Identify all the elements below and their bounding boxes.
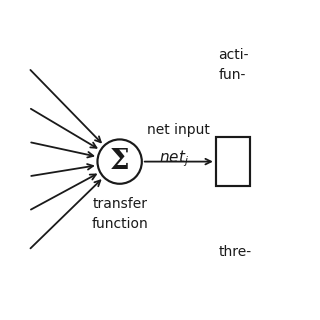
Text: net input: net input	[147, 123, 210, 137]
Text: Σ: Σ	[110, 148, 130, 175]
Text: thre-: thre-	[218, 245, 251, 260]
Text: transfer
function: transfer function	[91, 197, 148, 231]
Text: $net_j$: $net_j$	[159, 148, 189, 169]
Text: acti-
fun-: acti- fun-	[218, 48, 249, 82]
FancyBboxPatch shape	[216, 137, 250, 186]
Circle shape	[98, 140, 142, 184]
